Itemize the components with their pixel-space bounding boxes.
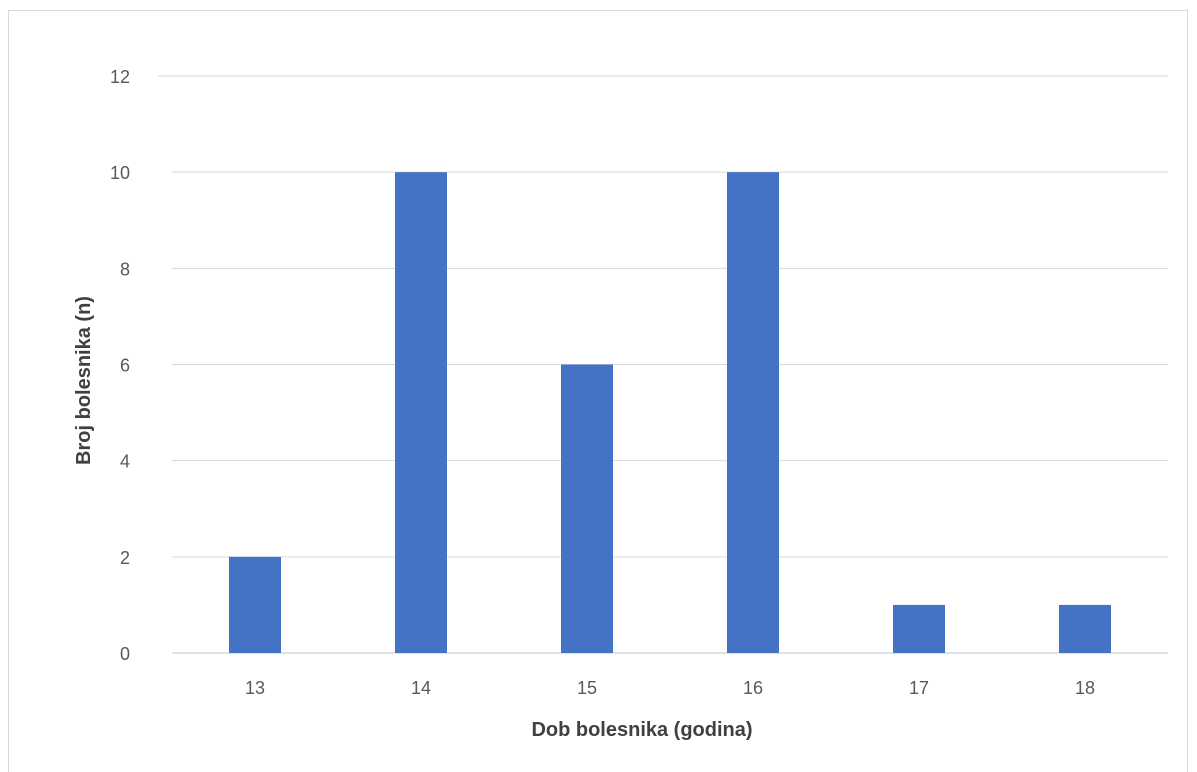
x-tick-label: 14 (411, 678, 431, 698)
bar-17 (893, 604, 945, 653)
y-tick-label: 0 (120, 644, 130, 664)
bar-16 (727, 172, 779, 653)
x-axis-ticks: 13 14 15 16 17 18 (245, 678, 1095, 698)
bar-18 (1059, 604, 1111, 653)
x-tick-label: 13 (245, 678, 265, 698)
x-tick-label: 18 (1075, 678, 1095, 698)
x-tick-label: 17 (909, 678, 929, 698)
y-axis-ticks: 0 2 4 6 8 10 12 (110, 67, 130, 664)
bar-15 (561, 364, 613, 653)
bars (229, 172, 1111, 653)
x-tick-label: 16 (743, 678, 763, 698)
x-tick-label: 15 (577, 678, 597, 698)
y-axis-title: Broj bolesnika (n) (73, 296, 95, 465)
y-tick-label: 4 (120, 452, 130, 472)
y-tick-label: 8 (120, 259, 130, 279)
y-tick-label: 2 (120, 548, 130, 568)
y-tick-label: 12 (110, 67, 130, 87)
bar-14 (395, 172, 447, 653)
y-tick-label: 10 (110, 163, 130, 183)
x-axis-title: Dob bolesnika (godina) (531, 719, 752, 741)
gridlines (158, 75, 1168, 654)
bar-13 (229, 556, 281, 653)
y-tick-label: 6 (120, 356, 130, 376)
